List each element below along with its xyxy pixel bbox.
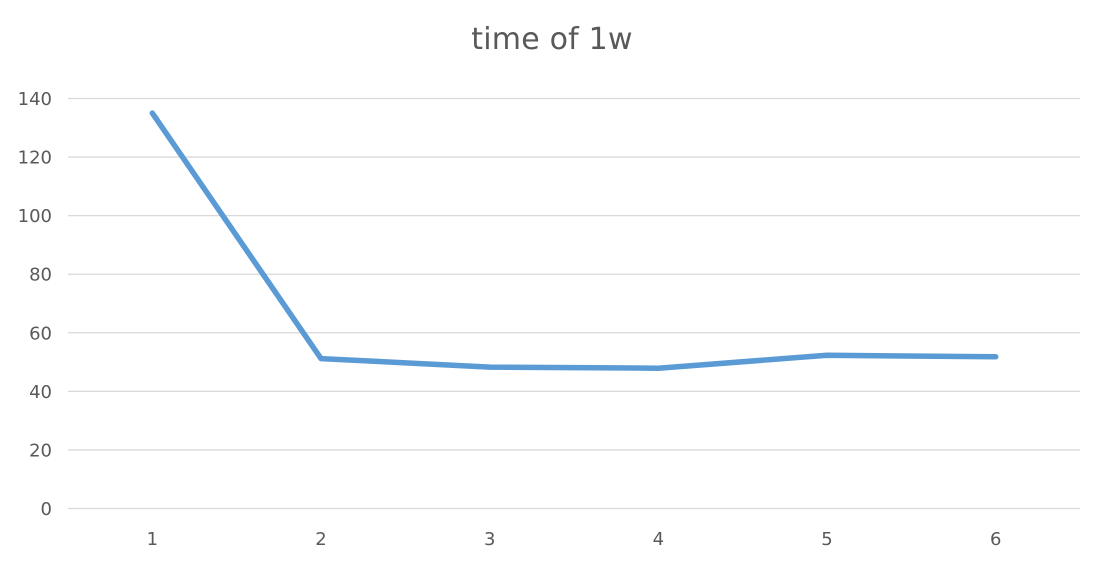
y-tick-label: 140 (18, 89, 52, 110)
y-tick-label: 100 (18, 206, 52, 227)
x-tick-label: 3 (484, 529, 495, 550)
x-tick-label: 6 (990, 529, 1001, 550)
y-tick-label: 60 (29, 323, 52, 344)
y-tick-label: 20 (29, 440, 52, 461)
y-tick-label: 40 (29, 382, 52, 403)
chart-title: time of 1w (471, 22, 633, 57)
x-tick-label: 1 (147, 529, 158, 550)
x-tick-label: 2 (315, 529, 326, 550)
series-line (149, 110, 999, 371)
y-tick-label: 80 (29, 265, 52, 286)
x-tick-label: 4 (653, 529, 664, 550)
y-tick-label: 0 (41, 499, 52, 520)
x-tick-label: 5 (821, 529, 832, 550)
y-tick-label: 120 (18, 148, 52, 169)
